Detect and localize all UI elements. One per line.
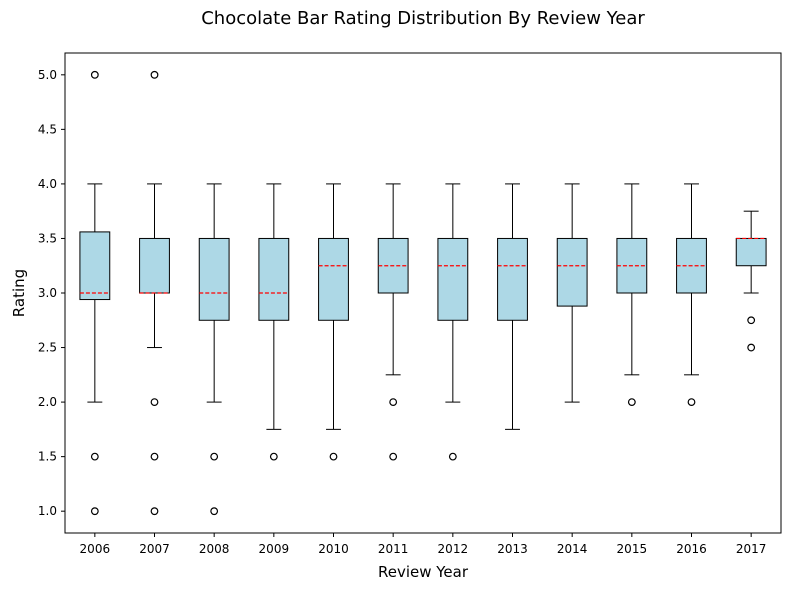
x-tick-label: 2010 bbox=[318, 542, 349, 556]
box-2007 bbox=[139, 237, 170, 294]
x-axis-label: Review Year bbox=[378, 563, 469, 581]
chart-title: Chocolate Bar Rating Distribution By Rev… bbox=[201, 8, 645, 29]
y-tick-label: 1.5 bbox=[38, 450, 57, 464]
x-tick-label: 2017 bbox=[736, 542, 767, 556]
y-tick-label: 3.0 bbox=[38, 286, 57, 300]
plot-area: 1.0 1.5 2.0 2.5 3.0 3.5 4.0 4.5 5.0 2006 2007 2008 2… bbox=[38, 52, 782, 556]
plot-frame bbox=[64, 52, 782, 534]
box-2014 bbox=[556, 237, 588, 307]
outlier-point bbox=[150, 398, 159, 406]
y-tick-label: 4.5 bbox=[38, 122, 57, 136]
x-tick-label: 2014 bbox=[557, 542, 588, 556]
y-tick-label: 3.5 bbox=[38, 231, 57, 245]
x-tick-label: 2006 bbox=[80, 542, 111, 556]
y-tick-label: 5.0 bbox=[38, 68, 57, 82]
outlier-point bbox=[210, 507, 219, 516]
x-tick-label: 2013 bbox=[497, 542, 528, 556]
box-2008 bbox=[198, 237, 230, 321]
x-tick-label: 2008 bbox=[199, 542, 230, 556]
y-tick-label: 1.0 bbox=[38, 504, 57, 518]
x-tick-label: 2015 bbox=[617, 542, 648, 556]
outlier-point bbox=[687, 398, 696, 406]
y-axis-label: Rating bbox=[10, 269, 28, 317]
outlier-point bbox=[90, 507, 99, 516]
outlier-point bbox=[150, 507, 159, 516]
y-tick-label: 4.0 bbox=[38, 177, 57, 191]
outlier-point bbox=[747, 343, 756, 352]
box-2012 bbox=[437, 237, 469, 321]
box-2010 bbox=[318, 237, 349, 321]
box-2013 bbox=[497, 237, 528, 321]
outlier-point bbox=[329, 452, 338, 461]
outlier-point bbox=[150, 70, 159, 79]
x-tick-label: 2011 bbox=[378, 542, 409, 556]
outlier-point bbox=[448, 452, 457, 461]
outlier-point bbox=[389, 452, 398, 461]
x-tick-label: 2009 bbox=[259, 542, 290, 556]
box-2017 bbox=[735, 237, 767, 267]
outlier-point bbox=[389, 398, 398, 406]
outlier-point bbox=[747, 316, 756, 325]
box-2006 bbox=[79, 231, 111, 301]
outlier-point bbox=[627, 398, 636, 406]
outlier-point bbox=[150, 452, 159, 461]
outlier-point bbox=[90, 452, 99, 461]
outlier-point bbox=[210, 452, 219, 461]
x-tick-label: 2007 bbox=[139, 542, 170, 556]
box-2009 bbox=[258, 237, 290, 321]
y-tick-label: 2.0 bbox=[38, 395, 57, 409]
x-tick-label: 2012 bbox=[438, 542, 469, 556]
outlier-point bbox=[90, 70, 99, 79]
y-tick-label: 2.5 bbox=[38, 341, 57, 355]
x-tick-label: 2016 bbox=[676, 542, 707, 556]
outlier-point bbox=[269, 452, 278, 461]
